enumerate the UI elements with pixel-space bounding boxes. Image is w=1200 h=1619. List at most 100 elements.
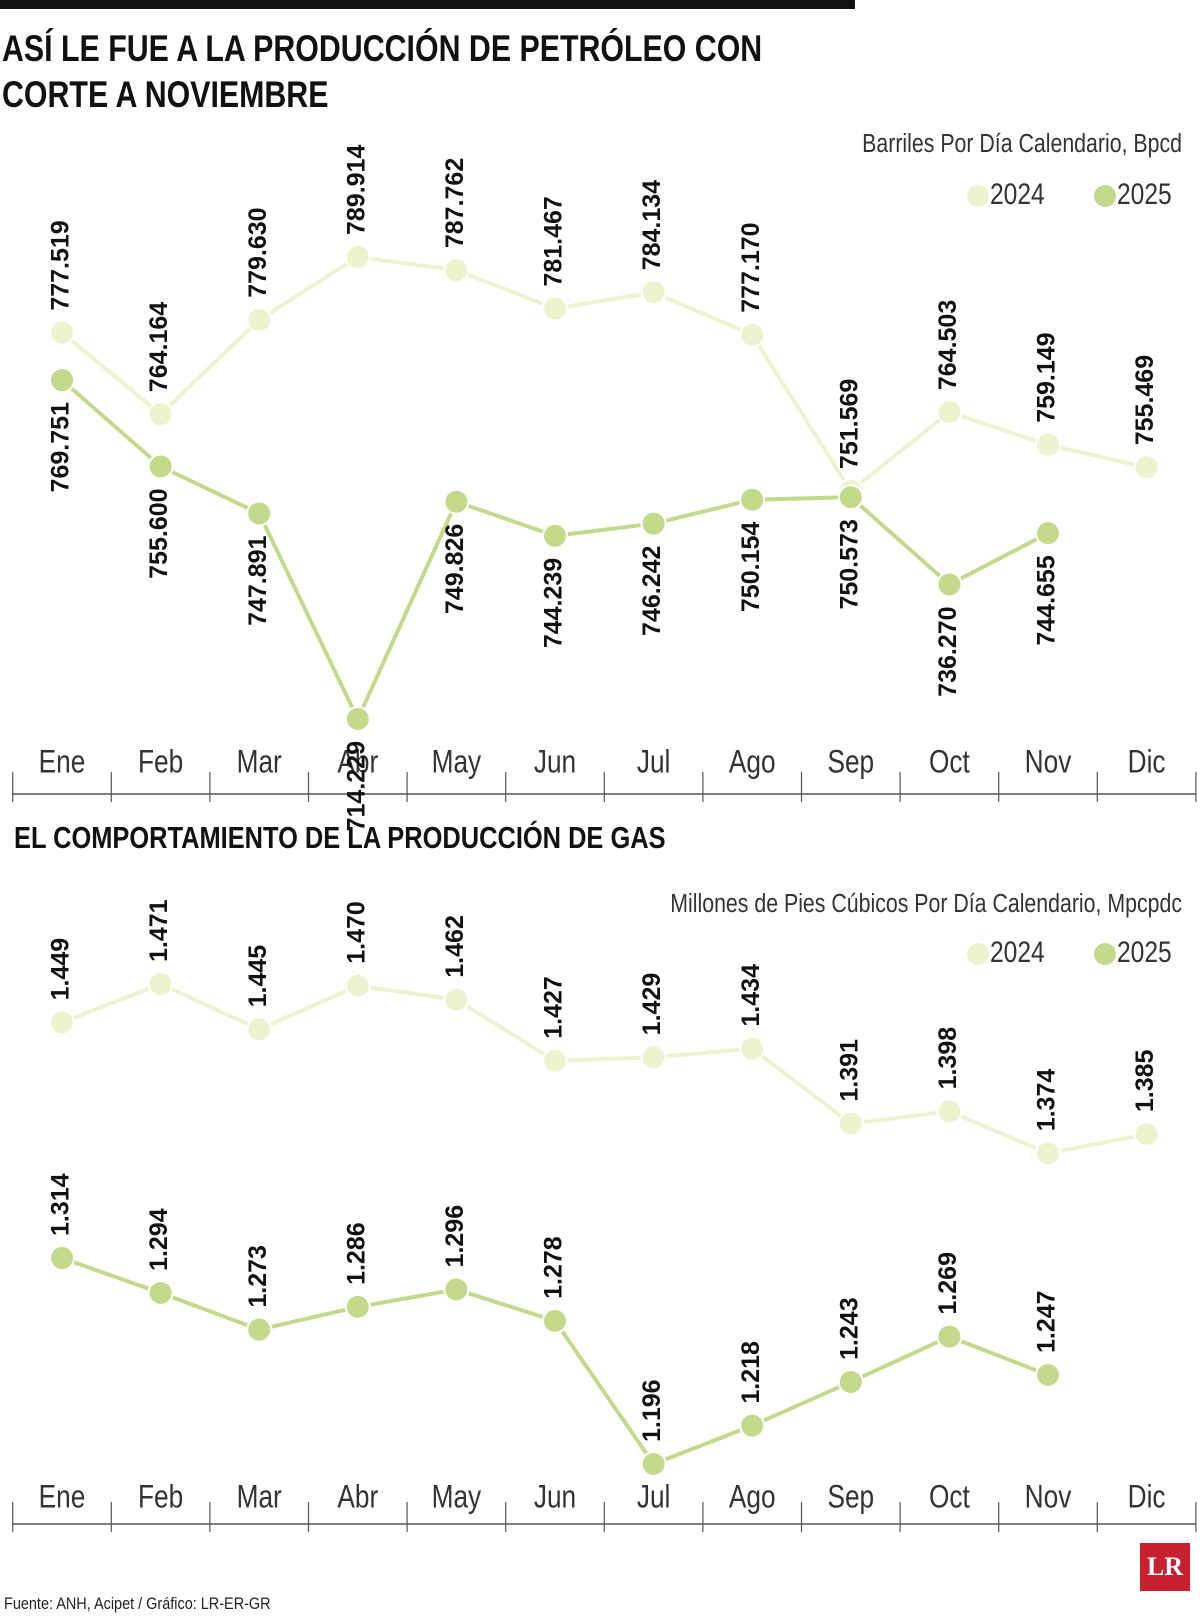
data-label: 714.229 xyxy=(342,741,370,831)
data-label: 787.762 xyxy=(441,158,469,248)
source: Fuente: ANH, Acipet / Gráfico: LR-ER-GR xyxy=(4,1594,271,1613)
x-tick-label: Jul xyxy=(637,1480,671,1515)
data-point xyxy=(1035,431,1061,458)
data-label: 751.569 xyxy=(835,379,863,469)
x-tick-label: Ago xyxy=(729,745,776,780)
x-tick-label: Abr xyxy=(337,745,378,780)
data-point xyxy=(1035,1140,1061,1167)
data-point xyxy=(443,488,470,515)
data-label: 1.218 xyxy=(737,1341,765,1404)
data-label: 749.826 xyxy=(441,524,469,614)
x-tick-label: Oct xyxy=(929,745,970,780)
data-label: 1.429 xyxy=(638,973,666,1036)
data-point xyxy=(443,1276,470,1303)
data-point xyxy=(246,306,273,333)
data-label: 744.239 xyxy=(540,558,568,648)
data-point xyxy=(640,1044,667,1071)
x-tick-label: Jun xyxy=(534,745,576,780)
data-label: 777.170 xyxy=(737,222,765,312)
data-point xyxy=(936,399,963,426)
data-label: 1.278 xyxy=(540,1236,568,1299)
x-tick-label: Sep xyxy=(827,745,874,780)
data-point xyxy=(344,244,371,270)
x-tick-label: Ago xyxy=(729,1480,776,1515)
data-label: 759.149 xyxy=(1033,332,1061,422)
x-tick-label: Sep xyxy=(827,1480,874,1515)
data-point xyxy=(49,319,75,346)
data-point xyxy=(147,1279,174,1306)
x-tick-label: May xyxy=(432,745,482,780)
data-point xyxy=(936,1323,963,1350)
x-tick-label: Mar xyxy=(237,1480,282,1515)
data-label: 1.471 xyxy=(145,899,173,962)
data-label: 750.154 xyxy=(737,522,765,612)
data-point xyxy=(936,571,963,598)
data-point xyxy=(344,706,371,732)
data-label: 1.294 xyxy=(145,1208,173,1271)
data-point xyxy=(443,257,470,284)
x-tick-label: Abr xyxy=(337,1480,378,1515)
data-label: 1.273 xyxy=(244,1245,272,1308)
data-point xyxy=(837,1368,864,1395)
logo: LR xyxy=(1140,1543,1190,1591)
x-tick-label: Jun xyxy=(534,1480,576,1515)
data-point xyxy=(147,453,174,480)
top-bar xyxy=(0,0,855,9)
legend-label: 2024 xyxy=(990,177,1045,211)
data-point xyxy=(49,1245,75,1272)
data-point xyxy=(837,484,864,511)
data-label: 1.385 xyxy=(1131,1049,1159,1112)
data-label: 764.164 xyxy=(145,302,173,392)
data-point xyxy=(739,1412,766,1439)
data-point xyxy=(49,367,75,394)
x-tick-label: Oct xyxy=(929,1480,970,1515)
legend-marker xyxy=(1094,943,1116,965)
data-label: 750.573 xyxy=(835,519,863,609)
chart-subtitle: Millones de Pies Cúbicos Por Día Calenda… xyxy=(670,889,1182,919)
data-label: 1.269 xyxy=(934,1252,962,1315)
data-label: 779.630 xyxy=(244,207,272,297)
data-point xyxy=(542,295,568,322)
x-tick-label: Dic xyxy=(1128,1480,1166,1515)
data-label: 744.655 xyxy=(1033,555,1061,645)
x-tick-label: Ene xyxy=(39,1480,86,1515)
x-tick-label: Feb xyxy=(138,745,183,780)
data-point xyxy=(640,279,667,306)
data-label: 1.286 xyxy=(342,1222,370,1285)
data-label: 746.242 xyxy=(638,546,666,636)
data-label: 755.600 xyxy=(145,488,173,578)
data-label: 1.314 xyxy=(47,1173,75,1236)
data-point xyxy=(1035,520,1061,547)
data-label: 736.270 xyxy=(934,606,962,696)
data-label: 1.247 xyxy=(1033,1290,1061,1353)
x-tick-label: Ene xyxy=(39,745,86,780)
x-tick-label: Nov xyxy=(1025,1480,1072,1515)
data-point xyxy=(246,1016,273,1043)
data-label: 789.914 xyxy=(342,145,370,235)
data-point xyxy=(344,1293,371,1320)
legend-label: 2025 xyxy=(1117,177,1172,211)
data-label: 1.398 xyxy=(934,1027,962,1090)
legend-label: 2024 xyxy=(990,935,1045,969)
chart-title: ASÍ LE FUE A LA PRODUCCIÓN DE PETRÓLEO C… xyxy=(2,28,763,115)
data-label: 1.391 xyxy=(835,1039,863,1102)
x-tick-label: Nov xyxy=(1025,745,1072,780)
data-point xyxy=(542,1047,568,1074)
x-tick-label: Jul xyxy=(637,745,671,780)
data-point xyxy=(640,510,667,537)
data-label: 1.445 xyxy=(244,945,272,1008)
data-point xyxy=(147,401,174,428)
data-label: 781.467 xyxy=(540,196,568,286)
data-label: 1.470 xyxy=(342,901,370,964)
data-label: 784.134 xyxy=(638,180,666,270)
data-point xyxy=(344,972,371,999)
data-label: 777.519 xyxy=(47,220,75,310)
legend-marker xyxy=(1094,185,1116,207)
legend-marker xyxy=(967,185,989,207)
legend-marker xyxy=(967,943,989,965)
series-line xyxy=(60,254,1148,495)
series-line xyxy=(60,378,1049,724)
chart-title: EL COMPORTAMIENTO DE LA PRODUCCIÓN DE GA… xyxy=(14,820,666,855)
